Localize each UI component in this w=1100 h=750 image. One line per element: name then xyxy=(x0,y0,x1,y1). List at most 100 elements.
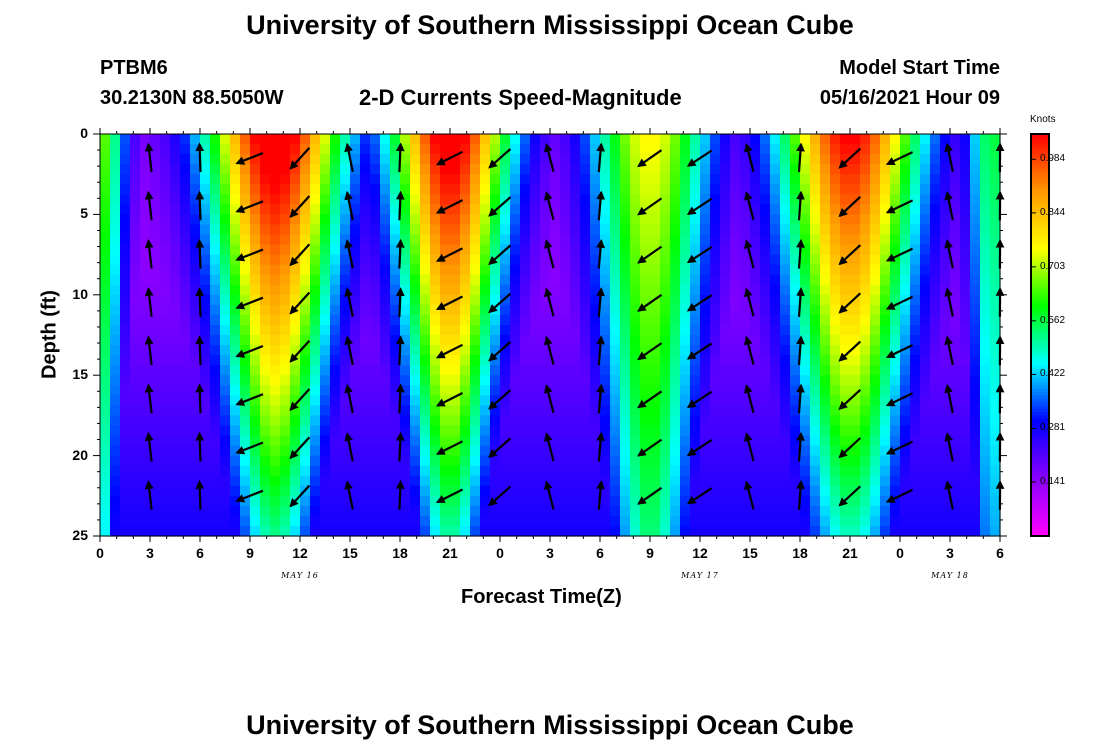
heatmap-cell xyxy=(140,254,151,266)
heatmap-cell xyxy=(330,475,341,487)
heatmap-cell xyxy=(920,294,931,306)
heatmap-cell xyxy=(890,134,901,145)
heatmap-cell xyxy=(590,405,601,416)
current-vector-arrow xyxy=(488,148,512,169)
heatmap-cell xyxy=(630,264,641,276)
heatmap-cell xyxy=(480,425,491,437)
heatmap-cell xyxy=(360,264,371,276)
heatmap-cell xyxy=(170,184,181,195)
heatmap-cell xyxy=(650,335,661,346)
heatmap-cell xyxy=(630,405,641,416)
heatmap-cell xyxy=(600,385,611,396)
heatmap-cell xyxy=(850,304,861,316)
heatmap-cell xyxy=(120,244,131,256)
heatmap-cell xyxy=(580,485,591,497)
colorbar-segment xyxy=(1031,442,1049,447)
heatmap-cell xyxy=(890,324,901,336)
heatmap-cell xyxy=(210,445,221,457)
heatmap-cell xyxy=(200,385,211,396)
model-start-label: Model Start Time xyxy=(839,57,1000,79)
heatmap-cell xyxy=(260,525,271,537)
heatmap-cell xyxy=(750,395,761,406)
heatmap-cell xyxy=(430,525,441,537)
heatmap-cell xyxy=(800,144,811,155)
heatmap-cell xyxy=(910,365,921,376)
heatmap-cell xyxy=(990,505,1001,517)
heatmap-cell xyxy=(950,284,961,296)
heatmap-cell xyxy=(560,415,571,427)
heatmap-cell xyxy=(730,485,741,497)
heatmap-cell xyxy=(520,425,531,437)
heatmap-cell xyxy=(490,525,501,537)
heatmap-cell xyxy=(200,445,211,457)
heatmap-cell xyxy=(870,314,881,326)
heatmap-cell xyxy=(390,324,401,336)
heatmap-cell xyxy=(740,274,751,286)
heatmap-cell xyxy=(300,395,311,406)
heatmap-cell xyxy=(340,355,351,366)
heatmap-cell xyxy=(630,304,641,316)
heatmap-cell xyxy=(240,505,251,517)
heatmap-cell xyxy=(490,234,501,246)
heatmap-cell xyxy=(180,244,191,256)
heatmap-cell xyxy=(940,324,951,336)
heatmap-cell xyxy=(900,455,911,467)
heatmap-cell xyxy=(170,335,181,346)
heatmap-cell xyxy=(700,214,711,226)
heatmap-cell xyxy=(660,194,671,205)
heatmap-cell xyxy=(480,204,491,215)
heatmap-cell xyxy=(460,475,471,487)
heatmap-cell xyxy=(160,485,171,497)
colorbar-frame xyxy=(1030,133,1050,537)
heatmap-cell xyxy=(560,505,571,517)
heatmap-cell xyxy=(680,505,691,517)
heatmap-cell xyxy=(540,505,551,517)
heatmap-cell xyxy=(460,485,471,497)
current-vector-arrow xyxy=(344,190,354,221)
heatmap-cell xyxy=(390,485,401,497)
heatmap-cell xyxy=(470,314,481,326)
heatmap-cell xyxy=(720,475,731,487)
heatmap-cell xyxy=(750,425,761,437)
heatmap-cell xyxy=(370,425,381,437)
heatmap-cell xyxy=(630,134,641,145)
heatmap-cell xyxy=(220,335,231,346)
heatmap-cell xyxy=(350,525,361,537)
heatmap-cell xyxy=(590,495,601,507)
heatmap-cell xyxy=(840,264,851,276)
heatmap-cell xyxy=(140,455,151,467)
heatmap-cell xyxy=(420,355,431,366)
heatmap-cell xyxy=(650,234,661,246)
heatmap-cell xyxy=(730,284,741,296)
heatmap-cell xyxy=(700,174,711,185)
heatmap-cell xyxy=(440,314,451,326)
heatmap-cell xyxy=(450,254,461,266)
x-tick-label: 15 xyxy=(742,545,758,561)
current-vector-arrow xyxy=(944,190,954,221)
heatmap-cell xyxy=(350,455,361,467)
heatmap-cell xyxy=(500,405,511,416)
heatmap-cell xyxy=(350,445,361,457)
heatmap-cell xyxy=(870,284,881,296)
heatmap-cell xyxy=(490,375,501,386)
heatmap-cell xyxy=(180,144,191,155)
heatmap-cell xyxy=(320,274,331,286)
heatmap-cell xyxy=(740,355,751,366)
heatmap-cell xyxy=(900,445,911,457)
heatmap-cell xyxy=(920,475,931,487)
heatmap-cell xyxy=(750,174,761,185)
heatmap-cell xyxy=(170,525,181,537)
heatmap-cell xyxy=(180,405,191,416)
heatmap-cell xyxy=(790,214,801,226)
heatmap-cell xyxy=(940,214,951,226)
heatmap-cell xyxy=(400,274,411,286)
heatmap-cell xyxy=(740,405,751,416)
heatmap-cell xyxy=(880,154,891,165)
heatmap-cell xyxy=(840,505,851,517)
heatmap-cell xyxy=(910,164,921,175)
heatmap-cell xyxy=(700,164,711,175)
heatmap-cell xyxy=(830,505,841,517)
heatmap-cell xyxy=(180,445,191,457)
heatmap-cell xyxy=(430,314,441,326)
heatmap-cell xyxy=(530,274,541,286)
